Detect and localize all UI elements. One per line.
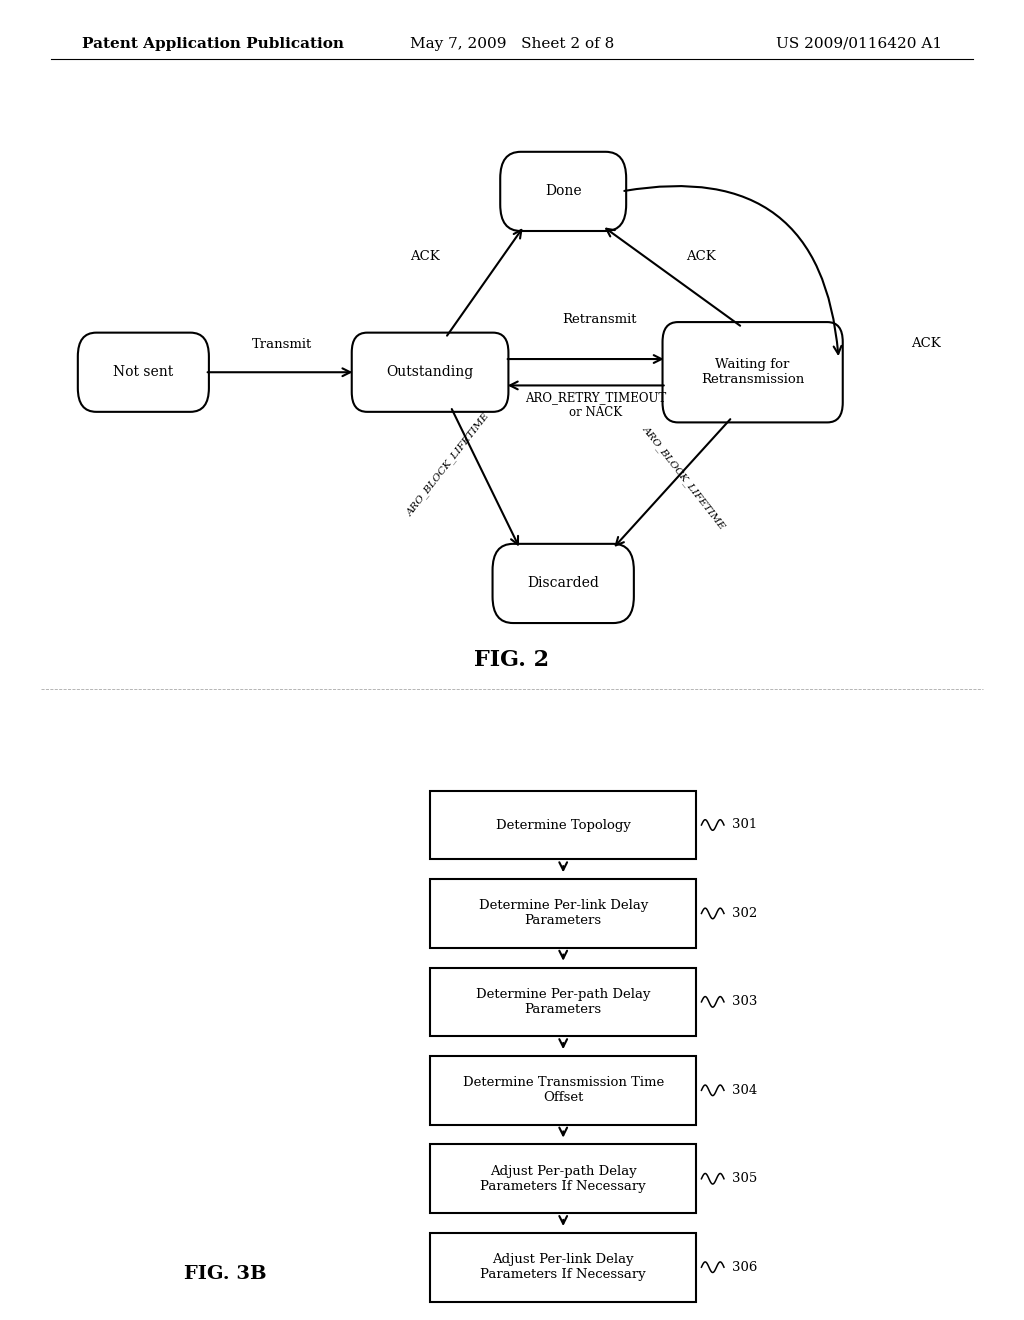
Text: 304: 304 [732, 1084, 758, 1097]
Text: Done: Done [545, 185, 582, 198]
Text: Not sent: Not sent [114, 366, 173, 379]
Text: Adjust Per-path Delay
Parameters If Necessary: Adjust Per-path Delay Parameters If Nece… [480, 1164, 646, 1193]
Text: 305: 305 [732, 1172, 758, 1185]
Text: ACK: ACK [911, 337, 941, 350]
FancyBboxPatch shape [430, 879, 696, 948]
Text: Discarded: Discarded [527, 577, 599, 590]
FancyBboxPatch shape [430, 968, 696, 1036]
Text: ACK: ACK [410, 249, 440, 263]
Text: ACK: ACK [686, 249, 717, 263]
Text: Retransmit: Retransmit [562, 313, 636, 326]
FancyBboxPatch shape [493, 544, 634, 623]
Text: 306: 306 [732, 1261, 758, 1274]
Text: Determine Transmission Time
Offset: Determine Transmission Time Offset [463, 1076, 664, 1105]
FancyBboxPatch shape [430, 1233, 696, 1302]
Text: ARO_RETRY_TIMEOUT
or NACK: ARO_RETRY_TIMEOUT or NACK [525, 391, 667, 418]
FancyBboxPatch shape [352, 333, 508, 412]
Text: Outstanding: Outstanding [386, 366, 474, 379]
Text: Adjust Per-link Delay
Parameters If Necessary: Adjust Per-link Delay Parameters If Nece… [480, 1253, 646, 1282]
FancyBboxPatch shape [430, 791, 696, 859]
FancyBboxPatch shape [501, 152, 627, 231]
FancyBboxPatch shape [78, 333, 209, 412]
Text: 302: 302 [732, 907, 758, 920]
FancyBboxPatch shape [430, 1144, 696, 1213]
Text: May 7, 2009   Sheet 2 of 8: May 7, 2009 Sheet 2 of 8 [410, 37, 614, 50]
Text: Determine Per-link Delay
Parameters: Determine Per-link Delay Parameters [478, 899, 648, 928]
Text: FIG. 3B: FIG. 3B [184, 1265, 266, 1283]
Text: 303: 303 [732, 995, 758, 1008]
Text: ARO_BLOCK_LIFETIME: ARO_BLOCK_LIFETIME [406, 411, 492, 519]
Text: US 2009/0116420 A1: US 2009/0116420 A1 [776, 37, 942, 50]
Text: Transmit: Transmit [252, 338, 311, 351]
Text: 301: 301 [732, 818, 758, 832]
Text: Waiting for
Retransmission: Waiting for Retransmission [701, 358, 804, 387]
FancyBboxPatch shape [663, 322, 843, 422]
Text: Determine Topology: Determine Topology [496, 818, 631, 832]
Text: FIG. 2: FIG. 2 [474, 649, 550, 671]
Text: Determine Per-path Delay
Parameters: Determine Per-path Delay Parameters [476, 987, 650, 1016]
FancyBboxPatch shape [430, 1056, 696, 1125]
Text: ARO_BLOCK_LIFETIME: ARO_BLOCK_LIFETIME [641, 424, 727, 532]
Text: Patent Application Publication: Patent Application Publication [82, 37, 344, 50]
